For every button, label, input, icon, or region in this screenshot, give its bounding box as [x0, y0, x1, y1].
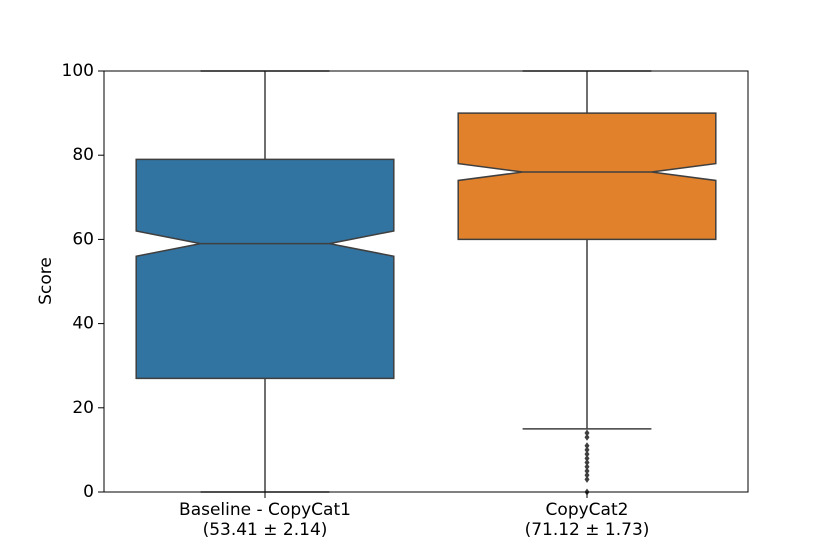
outlier	[584, 471, 590, 479]
outlier	[584, 442, 590, 450]
y-tick-label: 0	[83, 482, 94, 502]
plot-frame	[103, 70, 749, 493]
outlier	[584, 433, 590, 441]
x-tick-label: CopyCat2	[546, 500, 629, 520]
box-body	[457, 112, 717, 241]
y-tick-label: 40	[72, 314, 94, 334]
outlier	[584, 475, 590, 483]
outlier	[584, 463, 590, 471]
y-axis-label: Score	[36, 257, 56, 305]
outlier	[584, 467, 590, 475]
x-tick-label: Baseline - CopyCat1	[179, 500, 351, 520]
outlier	[584, 454, 590, 462]
box-body	[135, 158, 395, 380]
y-tick-label: 100	[62, 61, 94, 81]
y-tick-label: 80	[72, 145, 94, 165]
y-tick-label: 60	[72, 229, 94, 249]
outlier	[584, 446, 590, 454]
x-tick-label: (53.41 ± 2.14)	[203, 520, 328, 540]
outlier	[584, 450, 590, 458]
x-tick-label: (71.12 ± 1.73)	[525, 520, 650, 540]
y-tick-label: 20	[72, 398, 94, 418]
outlier	[584, 459, 590, 467]
outlier	[584, 429, 590, 437]
